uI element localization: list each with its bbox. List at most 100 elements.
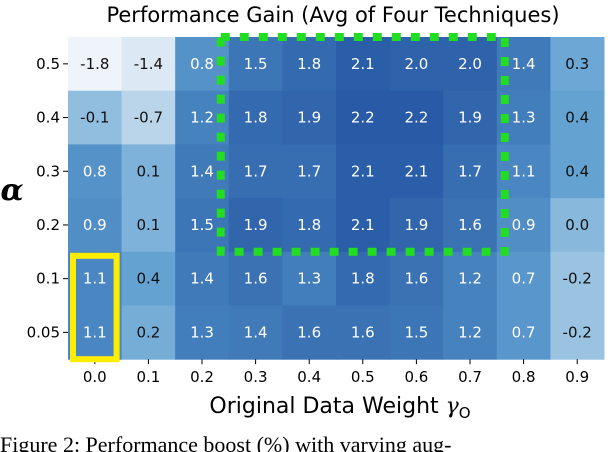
- highlight-box-solid: [70, 252, 120, 363]
- cell-value-label: 1.2: [458, 323, 482, 341]
- heatmap-cell: [282, 37, 337, 92]
- cell-value-label: 1.7: [458, 162, 482, 180]
- heatmap-cell: [550, 144, 605, 199]
- cell-value-label: 0.1: [136, 162, 160, 180]
- cell-value-label: 0.4: [565, 109, 589, 127]
- y-tick-label: 0.3: [36, 162, 60, 180]
- x-tick-label: 0.5: [351, 368, 375, 386]
- heatmap-cell: [496, 198, 551, 253]
- cell-value-label: 0.9: [83, 216, 107, 234]
- x-tick-label: 0.2: [190, 368, 214, 386]
- highlight-boxes: [70, 33, 509, 363]
- x-tick-label: 0.0: [83, 368, 107, 386]
- cell-value-label: 2.2: [404, 109, 428, 127]
- y-tick-label: 0.1: [36, 270, 60, 288]
- heatmap-cell: [282, 198, 337, 253]
- figure-caption: Figure 2: Performance boost (%) with var…: [0, 432, 452, 452]
- heatmap-cell: [389, 251, 444, 306]
- heatmap-cell: [496, 251, 551, 306]
- cell-value-label: 1.8: [297, 55, 321, 73]
- cell-value-label: 2.1: [351, 162, 375, 180]
- heatmap-cell: [121, 37, 176, 92]
- cell-value-label: 1.6: [297, 323, 321, 341]
- heatmap-cell: [389, 144, 444, 199]
- heatmap-cell: [68, 90, 123, 145]
- y-axis-label: α: [0, 173, 23, 208]
- cell-value-label: -0.1: [80, 109, 109, 127]
- cell-value-label: -1.8: [80, 55, 109, 73]
- heatmap-cell: [68, 305, 123, 360]
- heatmap-cell: [550, 198, 605, 253]
- cell-value-label: 1.3: [190, 323, 214, 341]
- cell-value-label: -1.4: [134, 55, 163, 73]
- x-tick-label: 0.8: [512, 368, 536, 386]
- heatmap-cell: [550, 90, 605, 145]
- cell-value-label: 2.1: [404, 162, 428, 180]
- x-tick-label: 0.1: [136, 368, 160, 386]
- cell-value-label: 1.2: [458, 270, 482, 288]
- heatmap-cell: [443, 37, 498, 92]
- heatmap-cell: [336, 90, 391, 145]
- heatmap-cell: [121, 198, 176, 253]
- cell-value-label: 1.3: [297, 270, 321, 288]
- heatmap-cell: [443, 144, 498, 199]
- cell-value-label: -0.7: [134, 109, 163, 127]
- heatmap-cells: -1.8 -1.4 0.8 1.5 1.8 2.1 2.0 2.0 1.4 0.3 -0.1 -0.7…: [68, 37, 605, 360]
- cell-value-label: 1.8: [297, 216, 321, 234]
- cell-value-label: 2.1: [351, 216, 375, 234]
- cell-value-label: 0.3: [565, 55, 589, 73]
- cell-value-label: 1.6: [458, 216, 482, 234]
- cell-value-label: 0.7: [512, 323, 536, 341]
- cell-value-label: 1.8: [351, 270, 375, 288]
- heatmap-cell: [228, 37, 283, 92]
- cell-value-label: 0.0: [565, 216, 589, 234]
- cell-value-label: 1.5: [404, 323, 428, 341]
- heatmap-cell: [228, 198, 283, 253]
- heatmap-cell: [443, 198, 498, 253]
- heatmap-cell: [550, 251, 605, 306]
- x-tick-label: 0.9: [565, 368, 589, 386]
- heatmap-cell: [336, 37, 391, 92]
- heatmap-cell: [282, 251, 337, 306]
- heatmap-cell: [336, 198, 391, 253]
- cell-value-label: 2.2: [351, 109, 375, 127]
- cell-value-label: 0.9: [512, 216, 536, 234]
- x-axis-label-symbol: γ: [446, 394, 460, 419]
- heatmap-cell: [68, 144, 123, 199]
- x-axis-label: Original Data Weight γO: [209, 394, 470, 422]
- cell-value-label: 1.1: [83, 270, 107, 288]
- cell-value-label: 2.0: [458, 55, 482, 73]
- cell-value-label: -0.2: [563, 323, 592, 341]
- heatmap-cell: [282, 305, 337, 360]
- heatmap-cell: [282, 144, 337, 199]
- heatmap-cell: [228, 251, 283, 306]
- heatmap-cell: [175, 251, 230, 306]
- heatmap-cell: [550, 37, 605, 92]
- heatmap-cell: [443, 305, 498, 360]
- heatmap-cell: [550, 305, 605, 360]
- heatmap-cell: [443, 251, 498, 306]
- cell-value-label: -0.2: [563, 270, 592, 288]
- cell-value-label: 1.4: [190, 270, 214, 288]
- heatmap-cell: [389, 305, 444, 360]
- heatmap-cell: [336, 251, 391, 306]
- heatmap-cell: [121, 251, 176, 306]
- heatmap-cell: [282, 90, 337, 145]
- cell-value-label: 0.4: [136, 270, 160, 288]
- heatmap-cell: [175, 305, 230, 360]
- y-tick-label: 0.5: [36, 55, 60, 73]
- heatmap-cell: [121, 305, 176, 360]
- heatmap-cell: [389, 198, 444, 253]
- y-tick-labels: 0.5 0.4 0.3 0.2 0.1 0.05: [27, 55, 68, 341]
- cell-value-label: 0.8: [190, 55, 214, 73]
- heatmap-cell: [336, 305, 391, 360]
- cell-value-label: 1.9: [244, 216, 268, 234]
- cell-value-label: 1.5: [190, 216, 214, 234]
- heatmap-cell: [228, 90, 283, 145]
- cell-value-label: 2.1: [351, 55, 375, 73]
- heatmap-cell: [68, 198, 123, 253]
- cell-value-label: 1.6: [351, 323, 375, 341]
- x-tick-labels: 0.0 0.1 0.2 0.3 0.4 0.5 0.6 0.7 0.8 0.9: [83, 359, 589, 386]
- y-tick-label: 0.2: [36, 216, 60, 234]
- cell-value-label: 0.7: [512, 270, 536, 288]
